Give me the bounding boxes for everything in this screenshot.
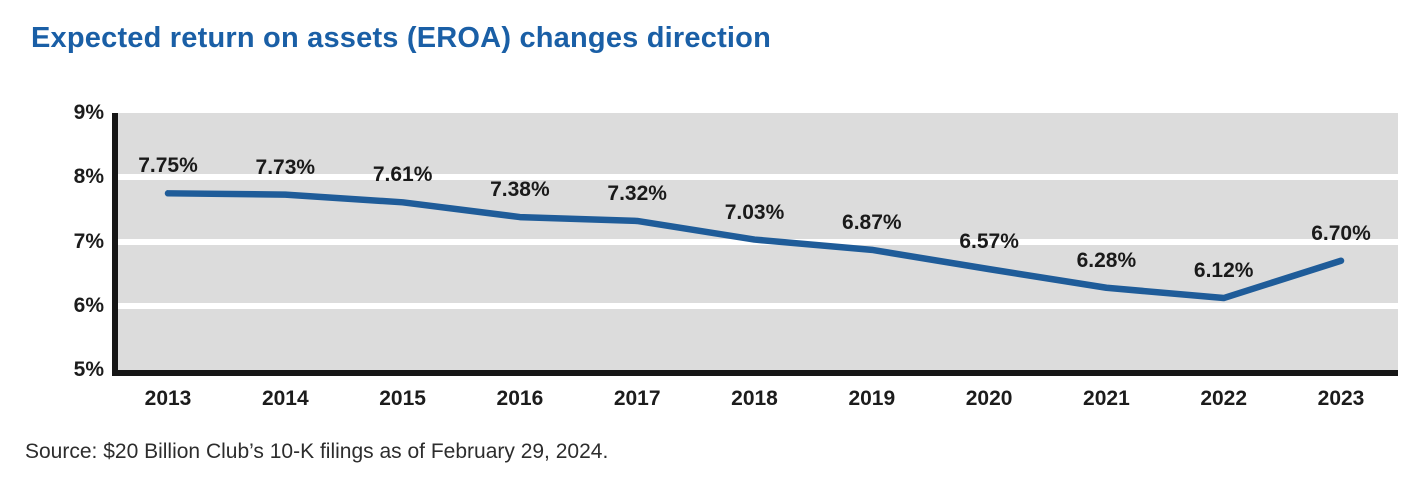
data-label: 7.03%	[724, 200, 785, 224]
eroa-line-series	[164, 190, 1345, 302]
y-tick-label: 8%	[73, 165, 104, 189]
data-label: 6.57%	[959, 230, 1019, 254]
eroa-line	[164, 190, 1345, 302]
data-label: 6.70%	[1311, 221, 1371, 245]
data-label: 6.87%	[842, 210, 902, 234]
x-tick-label: 2015	[379, 387, 426, 410]
data-label: 7.32%	[607, 181, 667, 205]
x-tick-label: 2021	[1083, 387, 1130, 410]
gridline	[118, 302, 1398, 309]
x-tick-label: 2016	[496, 387, 544, 410]
gridline	[118, 174, 1398, 181]
data-label: 6.28%	[1076, 248, 1137, 272]
x-tick-label: 2014	[261, 387, 309, 410]
x-tick-label: 2018	[731, 387, 778, 410]
data-label: 7.38%	[490, 178, 550, 202]
chart-title: Expected return on assets (EROA) changes…	[31, 22, 772, 54]
data-label: 7.61%	[372, 163, 433, 187]
data-label: 7.73%	[255, 155, 316, 179]
y-tick-label: 7%	[73, 229, 104, 253]
x-tick-label: 2013	[144, 387, 192, 410]
y-tick-label: 9%	[73, 101, 104, 124]
data-label: 6.12%	[1193, 259, 1254, 283]
x-tick-label: 2019	[848, 387, 896, 410]
y-tick-label: 5%	[73, 358, 104, 381]
source-note: Source: $20 Billion Club’s 10-K filings …	[25, 440, 609, 463]
x-tick-label: 2020	[965, 387, 1013, 410]
x-tick-label: 2017	[613, 387, 661, 410]
plot-area	[112, 113, 1398, 376]
x-tick-label: 2023	[1317, 387, 1365, 410]
y-tick-label: 6%	[73, 293, 104, 317]
data-label: 7.75%	[138, 154, 198, 178]
x-tick-label: 2022	[1200, 387, 1248, 410]
